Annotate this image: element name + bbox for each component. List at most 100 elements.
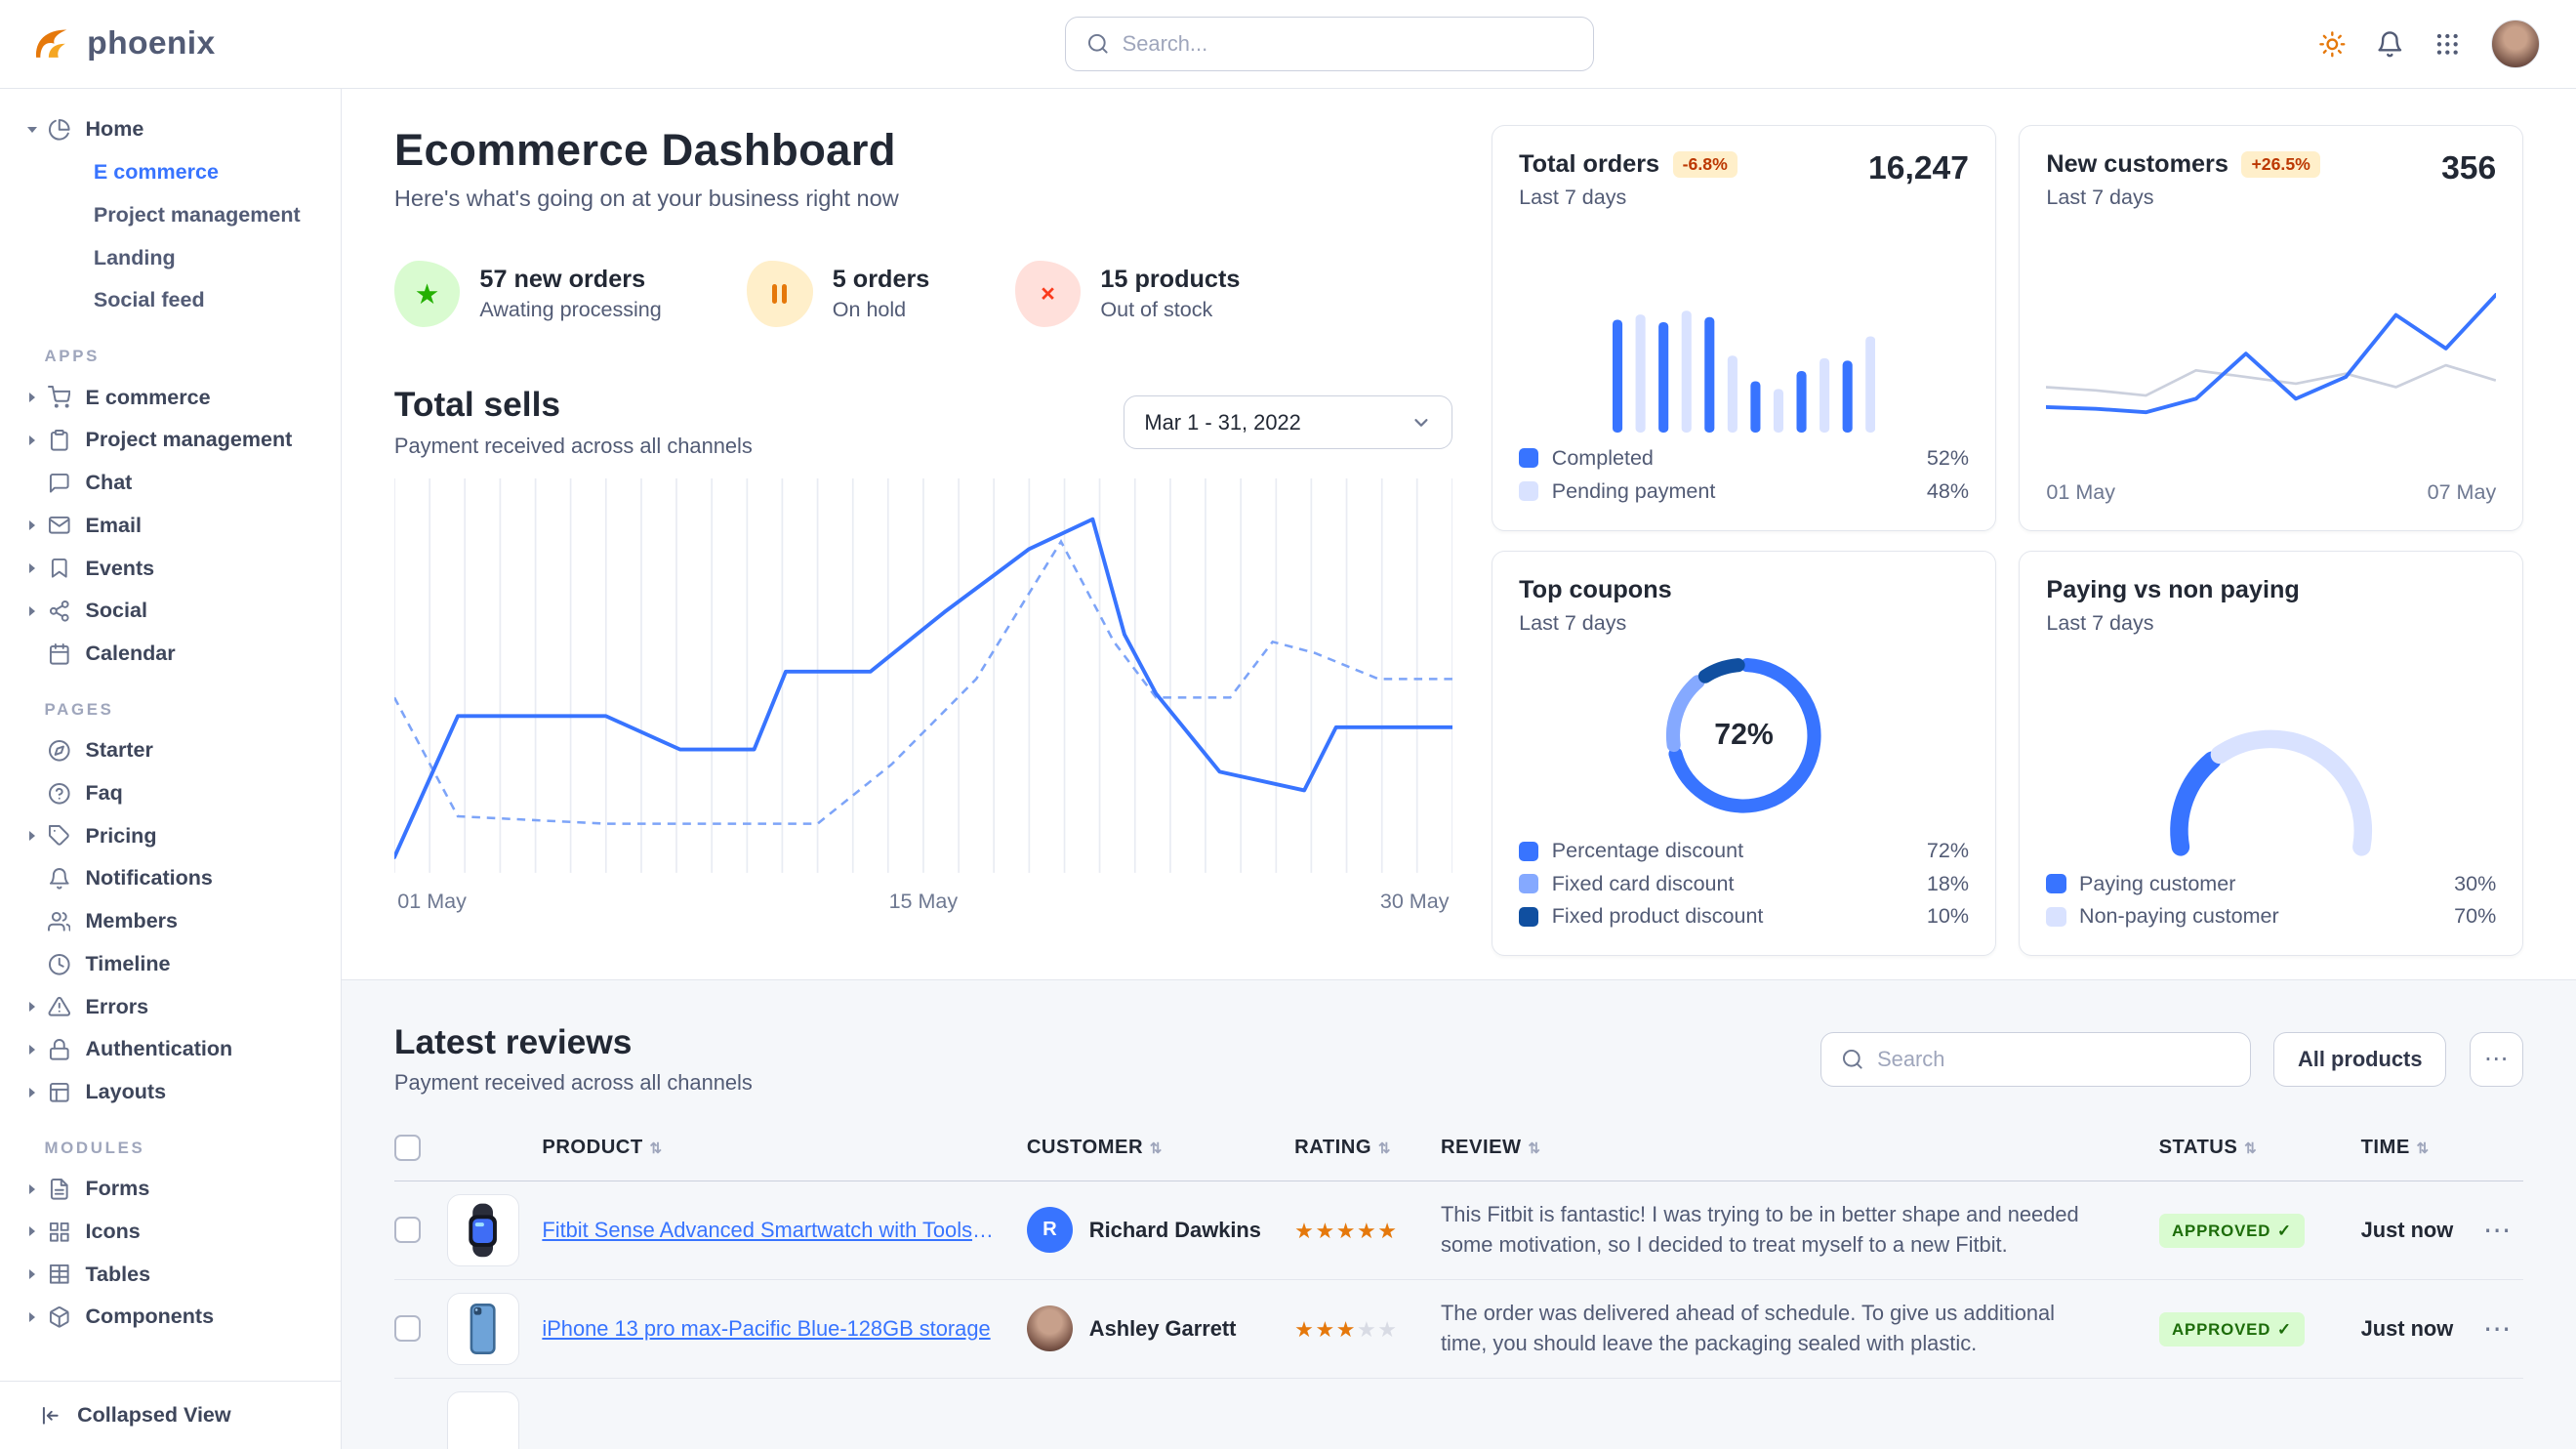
sidebar-item-project-management[interactable]: Project management — [93, 202, 301, 227]
all-products-button[interactable]: All products — [2273, 1032, 2447, 1087]
chevron-down-icon — [21, 127, 43, 133]
reviews-search[interactable] — [1820, 1032, 2251, 1087]
sidebar-item-errors[interactable]: Errors — [0, 985, 341, 1028]
sort-icon: ⇅ — [1528, 1139, 1541, 1157]
sidebar-item-label: Social — [85, 599, 147, 623]
row-checkbox[interactable] — [393, 1315, 421, 1343]
sidebar-item-tables[interactable]: Tables — [0, 1253, 341, 1296]
latest-reviews-section: Latest reviews Payment received across a… — [342, 979, 2576, 1450]
apps-grid-button[interactable] — [2433, 30, 2462, 59]
column-header-review[interactable]: REVIEW ⇅ — [1440, 1137, 1541, 1159]
legend-item: Pending payment 48% — [1519, 477, 1969, 506]
sidebar-item-layouts[interactable]: Layouts — [0, 1071, 341, 1114]
notifications-button[interactable] — [2376, 30, 2404, 59]
brand[interactable]: phoenix — [29, 21, 342, 65]
column-header-rating[interactable]: RATING ⇅ — [1294, 1137, 1391, 1159]
sidebar-item-label: Errors — [85, 994, 149, 1018]
sidebar-nav: Home E commerce Project management Landing S… — [0, 89, 341, 1381]
legend-value: 18% — [1926, 871, 1969, 895]
collapse-sidebar-button[interactable]: Collapsed View — [0, 1380, 342, 1450]
sidebar-item-project-management[interactable]: Project management — [0, 419, 341, 462]
new-customers-chart — [2046, 210, 2497, 477]
sidebar-item-authentication[interactable]: Authentication — [0, 1028, 341, 1071]
tag-icon — [48, 825, 69, 847]
sidebar-item-pricing[interactable]: Pricing — [0, 814, 341, 857]
alert-triangle-icon — [48, 997, 70, 1016]
chevron-right-icon — [21, 1269, 43, 1279]
review-text: The order was delivered ahead of schedul… — [1440, 1301, 2056, 1355]
legend-value: 52% — [1926, 445, 1969, 470]
reviews-search-input[interactable] — [1877, 1047, 2230, 1072]
theme-toggle-button[interactable] — [2318, 30, 2347, 59]
card-period: Last 7 days — [2046, 185, 2154, 209]
column-header-product[interactable]: PRODUCT ⇅ — [542, 1137, 663, 1159]
x-label: 01 May — [397, 889, 467, 913]
sidebar-item-e-commerce[interactable]: E commerce — [0, 376, 341, 419]
legend-item: Non-paying customer 70% — [2046, 903, 2496, 932]
product-link[interactable]: Fitbit Sense Advanced Smartwatch with To… — [542, 1217, 1014, 1242]
mail-icon — [48, 517, 70, 535]
sidebar-item-social-feed[interactable]: Social feed — [93, 288, 205, 312]
reviews-title: Latest reviews — [393, 1022, 633, 1061]
table-row-partial — [394, 1379, 2523, 1450]
status-badge: APPROVED ✓ — [2158, 1312, 2306, 1346]
sidebar-item-label: Faq — [85, 780, 123, 805]
sidebar-item-label: E commerce — [85, 385, 211, 409]
date-range-select[interactable]: Mar 1 - 31, 2022 — [1124, 394, 1452, 450]
sidebar-item-landing[interactable]: Landing — [93, 245, 176, 269]
sidebar-item-chat[interactable]: Chat — [0, 462, 341, 505]
column-header-status[interactable]: STATUS ⇅ — [2158, 1137, 2258, 1159]
row-checkbox[interactable] — [393, 1217, 421, 1244]
legend-item: Fixed product discount 10% — [1519, 903, 1969, 932]
sidebar-item-notifications[interactable]: Notifications — [0, 857, 341, 900]
sidebar-item-social[interactable]: Social — [0, 590, 341, 633]
sidebar-item-members[interactable]: Members — [0, 900, 341, 943]
sidebar-item-timeline[interactable]: Timeline — [0, 942, 341, 985]
stat-subtitle: Awating processing — [479, 297, 662, 321]
sidebar-item-events[interactable]: Events — [0, 547, 341, 590]
coupons-donut-chart: 72% — [1519, 636, 1969, 838]
orders-bar-chart — [1519, 210, 1969, 444]
card-period: Last 7 days — [1519, 185, 1627, 209]
trend-badge: -6.8% — [1672, 150, 1738, 179]
sidebar-item-label: Components — [85, 1305, 215, 1329]
review-time: Just now — [2360, 1315, 2454, 1341]
legend-item: Paying customer 30% — [2046, 870, 2496, 898]
x-label: 07 May — [2427, 480, 2497, 505]
product-image — [446, 1292, 519, 1365]
sidebar-item-icons[interactable]: Icons — [0, 1211, 341, 1254]
layout-icon — [49, 1082, 69, 1102]
sidebar-item-label: Email — [85, 513, 142, 537]
sidebar-item-starter[interactable]: Starter — [0, 729, 341, 772]
sidebar-item-calendar[interactable]: Calendar — [0, 633, 341, 676]
column-header-customer[interactable]: CUSTOMER ⇅ — [1026, 1137, 1163, 1159]
row-menu-button[interactable]: ⋯ — [2482, 1313, 2512, 1346]
product-link[interactable]: iPhone 13 pro max-Pacific Blue-128GB sto… — [542, 1315, 991, 1341]
file-text-icon — [50, 1178, 68, 1200]
star-icon: ★ — [393, 261, 461, 327]
sidebar-item-faq[interactable]: Faq — [0, 771, 341, 814]
select-all-checkbox[interactable] — [393, 1135, 421, 1161]
reviews-more-button[interactable]: ⋯ — [2469, 1032, 2524, 1087]
column-header-time[interactable]: TIME ⇅ — [2360, 1137, 2430, 1159]
sidebar-item-components[interactable]: Components — [0, 1296, 341, 1339]
sidebar-item-home[interactable]: Home — [0, 108, 341, 151]
clipboard-icon — [50, 429, 68, 451]
message-square-icon — [49, 473, 69, 493]
row-menu-button[interactable]: ⋯ — [2482, 1215, 2512, 1247]
reviews-subtitle: Payment received across all channels — [393, 1070, 753, 1096]
sidebar-item-e-commerce[interactable]: E commerce — [93, 160, 219, 185]
search-input[interactable] — [1122, 30, 1574, 57]
user-avatar[interactable] — [2490, 19, 2540, 69]
sidebar-item-forms[interactable]: Forms — [0, 1168, 341, 1211]
card-title: Total orders — [1519, 150, 1660, 179]
help-circle-icon — [48, 782, 70, 805]
global-search[interactable] — [1065, 17, 1595, 71]
table-row: iPhone 13 pro max-Pacific Blue-128GB sto… — [393, 1280, 2524, 1379]
legend-label: Completed — [1551, 445, 1654, 470]
collapse-label: Collapsed View — [77, 1403, 231, 1428]
sort-icon: ⇅ — [2416, 1139, 2430, 1157]
arrow-bar-left-icon — [43, 1406, 60, 1425]
sidebar-item-email[interactable]: Email — [0, 504, 341, 547]
page-subtitle: Here's what's going on at your business … — [393, 185, 899, 211]
